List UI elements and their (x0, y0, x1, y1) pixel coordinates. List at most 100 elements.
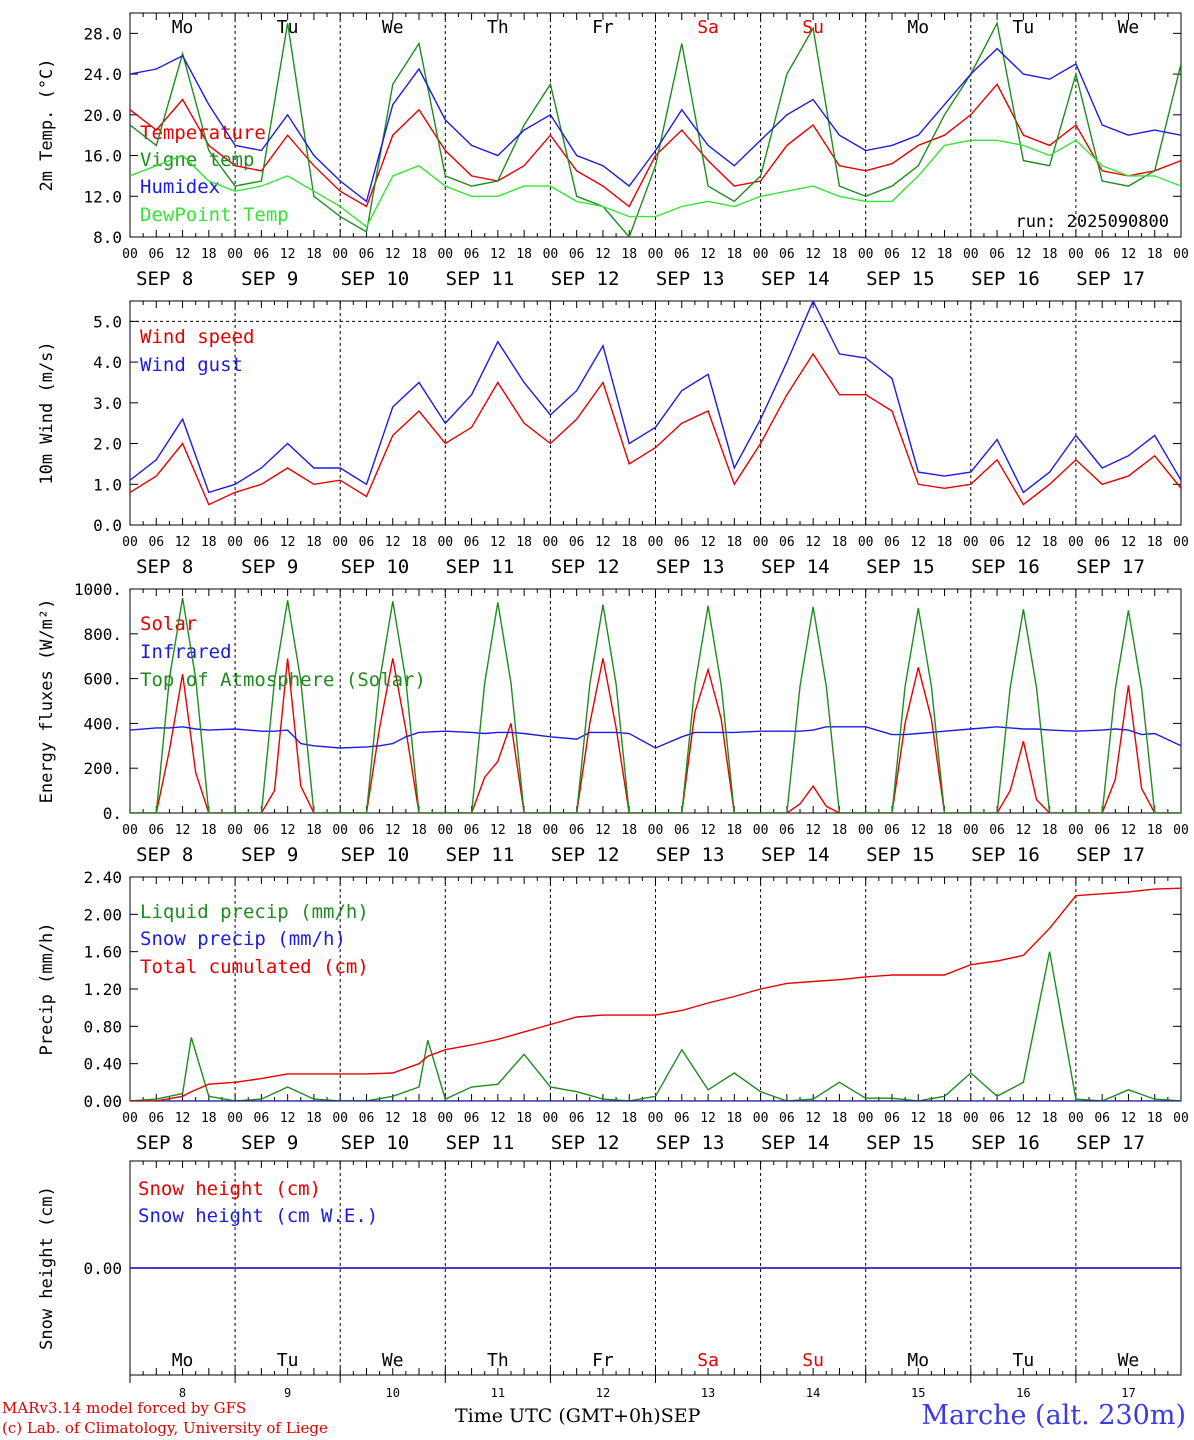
weekday-label: Mo (907, 17, 929, 38)
hour-tick-label: 06 (464, 535, 480, 550)
date-label: SEP 14 (761, 268, 830, 290)
y-axis-label: Precip (mm/h) (37, 922, 57, 1055)
hour-tick-label: 12 (385, 1111, 401, 1126)
y-tick-label: 600. (83, 670, 122, 689)
hour-tick-label: 00 (332, 247, 348, 262)
hour-tick-label: 12 (175, 535, 191, 550)
hour-tick-label: 06 (674, 535, 690, 550)
y-tick-label: 24.0 (83, 65, 122, 84)
hour-tick-label: 18 (937, 1111, 953, 1126)
y-tick-label: 0.00 (83, 1092, 122, 1111)
date-label: SEP 9 (241, 556, 298, 578)
date-label: SEP 10 (341, 268, 410, 290)
day-number-label: 16 (1016, 1386, 1030, 1400)
weekday-label: Tu (277, 1350, 299, 1371)
panel-4: 0.00 0.40 0.80 1.20 1.60 2.00 2.40 Precip (mm/h… (37, 868, 1189, 1154)
weekday-label: Mo (907, 1350, 929, 1371)
y-tick-label: 16.0 (83, 147, 122, 166)
hour-tick-label: 06 (1094, 247, 1110, 262)
hour-tick-label: 12 (385, 823, 401, 838)
hour-tick-label: 00 (648, 247, 664, 262)
hour-tick-label: 06 (148, 1111, 164, 1126)
hour-tick-label: 06 (254, 247, 270, 262)
date-label: SEP 11 (446, 268, 515, 290)
weekday-label: Mo (172, 17, 194, 38)
hour-tick-label: 06 (359, 823, 375, 838)
hour-tick-label: 12 (805, 535, 821, 550)
hour-tick-label: 18 (1147, 823, 1163, 838)
hour-tick-label: 12 (595, 823, 611, 838)
date-label: SEP 14 (761, 1132, 830, 1154)
y-tick-label: 2.40 (83, 868, 122, 887)
hour-tick-label: 06 (674, 247, 690, 262)
hour-tick-label: 00 (1173, 535, 1189, 550)
legend-entry: Top of Atmosphere (Solar) (140, 669, 426, 691)
hour-tick-label: 12 (385, 535, 401, 550)
series-line-1 (130, 83, 1181, 208)
y-tick-label: 200. (83, 759, 122, 778)
series-line-1 (130, 352, 1181, 506)
date-label: SEP 16 (971, 1132, 1040, 1154)
series-line-1 (130, 658, 1181, 813)
hour-tick-label: 12 (490, 247, 506, 262)
hour-tick-label: 18 (726, 823, 742, 838)
y-tick-label: 12.0 (83, 187, 122, 206)
panel-5: 0.00 Snow height (cm) Mo Tu We Th Fr Sa Su Mo Tu We… (37, 1160, 1182, 1400)
hour-tick-label: 06 (779, 535, 795, 550)
legend-entry: Vigne temp (140, 149, 254, 171)
date-label: SEP 9 (241, 268, 298, 290)
date-label: SEP 15 (866, 556, 935, 578)
date-label: SEP 13 (656, 1132, 725, 1154)
day-number-label: 8 (179, 1386, 186, 1400)
date-label: SEP 12 (551, 556, 620, 578)
hour-tick-label: 00 (753, 247, 769, 262)
hour-tick-label: 06 (779, 247, 795, 262)
station-label: Marche (alt. 230m) (921, 1400, 1186, 1431)
y-tick-label: 0.80 (83, 1017, 122, 1036)
hour-tick-label: 00 (122, 535, 138, 550)
hour-tick-label: 00 (332, 535, 348, 550)
lab-credit: (c) Lab. of Climatology, University of L… (2, 1419, 328, 1437)
hour-tick-label: 06 (779, 823, 795, 838)
day-number-label: 11 (491, 1386, 505, 1400)
month-label: SEP (660, 1405, 701, 1427)
model-credit: MARv3.14 model forced by GFS (2, 1399, 247, 1417)
hour-tick-label: 12 (595, 247, 611, 262)
date-label: SEP 12 (551, 268, 620, 290)
hour-tick-label: 18 (201, 535, 217, 550)
weekday-label: Sa (697, 1350, 719, 1371)
series-line-3 (130, 887, 1181, 1101)
date-label: SEP 8 (136, 556, 193, 578)
hour-tick-label: 18 (516, 247, 532, 262)
date-label: SEP 14 (761, 556, 830, 578)
hour-tick-label: 00 (753, 535, 769, 550)
y-tick-label: 1.0 (93, 475, 122, 494)
hour-tick-label: 12 (1121, 247, 1137, 262)
hour-tick-label: 00 (963, 823, 979, 838)
hour-tick-label: 06 (884, 1111, 900, 1126)
hour-tick-label: 18 (832, 823, 848, 838)
hour-tick-label: 18 (516, 535, 532, 550)
date-label: SEP 16 (971, 844, 1040, 866)
hour-tick-label: 00 (1068, 247, 1084, 262)
hour-tick-label: 06 (148, 823, 164, 838)
series-line-4 (130, 139, 1181, 228)
hour-tick-label: 18 (832, 535, 848, 550)
hour-tick-label: 00 (963, 247, 979, 262)
y-tick-label: 28.0 (83, 24, 122, 43)
date-label: SEP 11 (446, 844, 515, 866)
weekday-label: We (382, 1350, 404, 1371)
legend-entry: Snow precip (mm/h) (140, 928, 346, 950)
weekday-label: Th (487, 17, 509, 38)
hour-tick-label: 12 (700, 247, 716, 262)
hour-tick-label: 12 (1016, 247, 1032, 262)
hour-tick-label: 00 (122, 823, 138, 838)
y-tick-label: 0.00 (83, 1259, 122, 1278)
hour-tick-label: 06 (989, 823, 1005, 838)
date-label: SEP 10 (341, 556, 410, 578)
hour-tick-label: 00 (858, 823, 874, 838)
hour-tick-label: 06 (254, 823, 270, 838)
hour-tick-label: 00 (858, 1111, 874, 1126)
date-label: SEP 17 (1076, 1132, 1145, 1154)
